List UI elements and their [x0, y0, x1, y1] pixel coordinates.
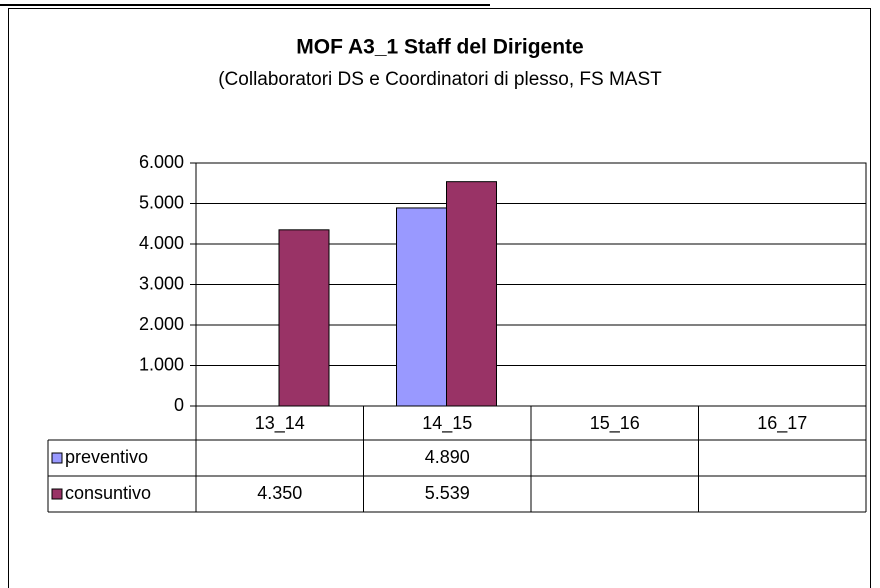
y-tick-label: 1.000 — [139, 354, 184, 374]
x-tick-label: 14_15 — [422, 413, 472, 434]
y-tick-label: 2.000 — [139, 314, 184, 334]
chart-subtitle: (Collaboratori DS e Coordinatori di ples… — [218, 69, 662, 90]
bar — [396, 207, 447, 407]
chart-title: MOF A3_1 Staff del Dirigente — [296, 36, 583, 59]
bar — [446, 181, 497, 407]
bar — [278, 229, 330, 407]
legend-label: consuntivo — [65, 483, 151, 503]
y-tick-label: 3.000 — [139, 273, 184, 293]
y-tick-label: 0 — [174, 395, 184, 415]
legend-key — [51, 452, 63, 464]
table-value: 4.890 — [425, 447, 470, 467]
x-tick-label: 15_16 — [590, 413, 640, 434]
y-tick-label: 6.000 — [139, 152, 184, 172]
legend-key — [51, 488, 63, 500]
legend-label: preventivo — [65, 447, 148, 467]
x-tick-label: 13_14 — [255, 413, 305, 434]
x-tick-label: 16_17 — [757, 413, 807, 434]
table-value: 4.350 — [257, 483, 302, 503]
y-tick-label: 5.000 — [139, 192, 184, 212]
table-value: 5.539 — [425, 483, 470, 503]
y-tick-label: 4.000 — [139, 233, 184, 253]
